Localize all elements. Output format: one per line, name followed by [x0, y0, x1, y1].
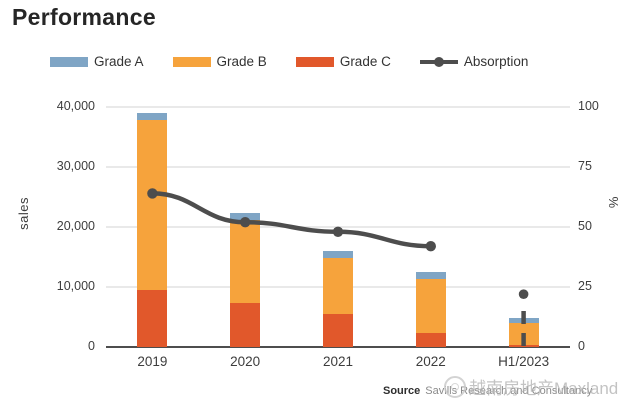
bar-segment	[323, 314, 353, 347]
chart-title: Performance	[12, 4, 156, 30]
bar-segment	[230, 213, 261, 220]
legend-label: Grade B	[216, 54, 267, 69]
legend-label: Grade A	[94, 54, 144, 69]
right-tick-label: 75	[578, 159, 592, 173]
legend-item-grade-b: Grade B	[172, 54, 267, 69]
absorption-line-icon	[419, 56, 458, 67]
grade-c-swatch-icon	[295, 56, 334, 67]
x-axis-line	[106, 346, 570, 348]
source-text: Savills Research and Consultancy	[425, 385, 593, 397]
source-note: Source Savills Research and Consultancy	[383, 385, 592, 397]
bar-segment	[137, 290, 168, 347]
left-tick-label: 30,000	[56, 159, 95, 173]
circle-logo-icon	[444, 375, 466, 398]
x-axis-label: H1/2023	[498, 354, 550, 369]
absorption-line	[150, 191, 434, 249]
right-tick-label: 50	[578, 219, 592, 233]
bar-segment	[415, 333, 446, 347]
grid-line	[106, 166, 570, 168]
bar-segment	[415, 279, 446, 334]
bar-segment	[323, 258, 353, 314]
bar-segment	[415, 272, 446, 280]
absorption-dot-icon	[433, 56, 444, 67]
absorption-point	[147, 188, 158, 199]
absorption-point	[332, 226, 344, 237]
legend: Grade A Grade B Grade C Absorption	[50, 54, 528, 69]
legend-item-absorption: Absorption	[419, 54, 529, 69]
absorption-line-layer	[147, 188, 529, 347]
bar-segment	[508, 345, 539, 347]
bar-segment	[323, 251, 353, 259]
plot-area	[106, 106, 570, 348]
left-tick-label: 10,000	[56, 279, 95, 293]
left-tick-label: 0	[88, 339, 95, 353]
left-axis-ticks: 0 10,000 20,000 30,000 40,000	[0, 99, 95, 353]
watermark: 越南房地产Maxland	[444, 374, 618, 399]
bar-segment	[230, 219, 261, 304]
legend-label: Grade C	[339, 54, 391, 69]
bar-segment	[137, 113, 168, 121]
legend-item-grade-c: Grade C	[295, 54, 391, 69]
grade-b-swatch-icon	[172, 56, 211, 67]
bar-segment	[137, 120, 168, 290]
right-tick-label: 100	[578, 99, 599, 113]
right-tick-label: 25	[578, 279, 592, 293]
grade-a-swatch-icon	[50, 56, 88, 67]
left-tick-label: 40,000	[56, 99, 95, 113]
bar-segment	[230, 303, 261, 347]
watermark-text: 越南房地产Maxland	[469, 379, 619, 398]
legend-item-grade-a: Grade A	[50, 54, 144, 69]
x-axis-label: 2022	[415, 354, 446, 369]
right-axis-ticks: 0 25 50 75 100	[578, 99, 623, 353]
absorption-point	[425, 241, 436, 252]
absorption-point	[240, 217, 251, 228]
source-prefix: Source	[383, 385, 421, 397]
x-axis-label: 2019	[137, 354, 168, 369]
left-tick-label: 20,000	[56, 219, 95, 233]
legend-label: Absorption	[463, 54, 529, 69]
right-tick-label: 0	[578, 339, 585, 353]
grid-line	[106, 106, 570, 108]
x-axis-label: 2020	[230, 354, 261, 369]
absorption-point-isolated	[518, 289, 529, 299]
x-axis-label: 2021	[322, 354, 354, 369]
x-axis-labels: 2019 2020 2021 2022 H1/2023	[106, 354, 570, 374]
